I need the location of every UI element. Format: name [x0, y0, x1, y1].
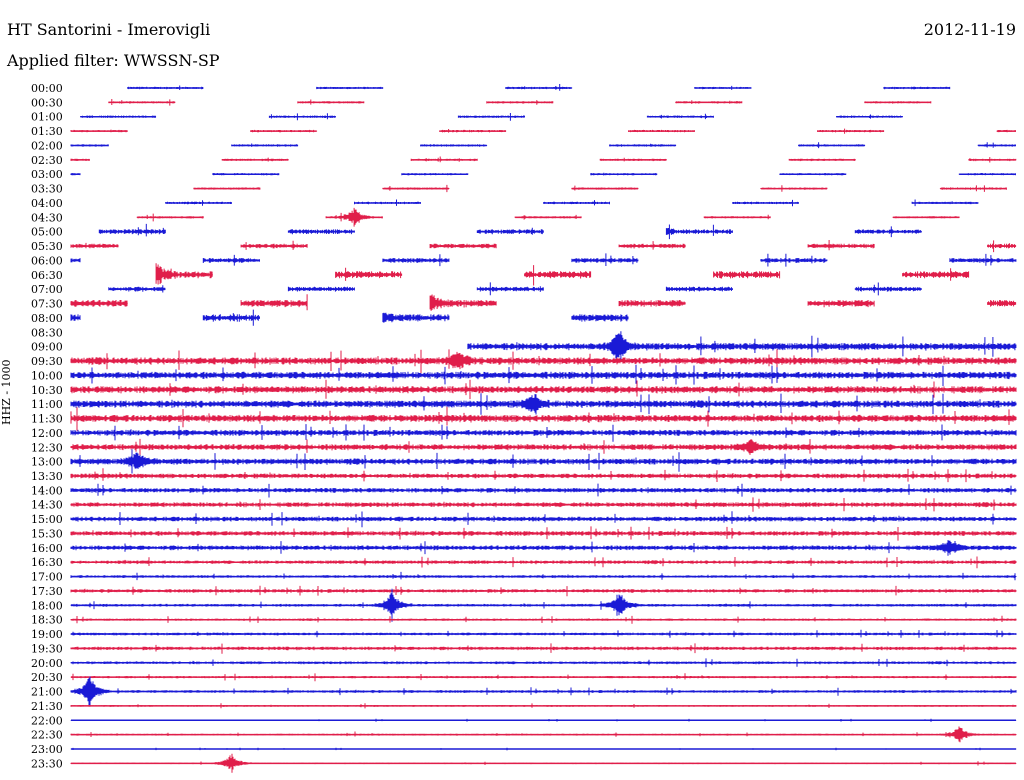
time-label: 09:00: [31, 341, 63, 354]
time-label: 18:00: [31, 599, 63, 612]
trace-segment: [807, 240, 875, 251]
time-label: 15:00: [31, 513, 63, 526]
station-title: HT Santorini - Imerovigli: [7, 20, 211, 39]
time-label: 16:00: [31, 542, 63, 555]
time-label: 06:00: [31, 254, 63, 267]
time-label: 09:30: [31, 355, 63, 368]
filter-label: Applied filter: WWSSN-SP: [7, 51, 220, 70]
trace-segment: [98, 223, 166, 237]
time-label: 14:00: [31, 484, 63, 497]
time-label: 02:00: [31, 139, 63, 152]
time-label: 06:30: [31, 269, 63, 282]
time-label: 08:30: [31, 326, 63, 339]
time-label: 08:00: [31, 312, 63, 325]
time-label: 23:00: [31, 743, 63, 756]
time-label: 21:00: [31, 686, 63, 699]
time-label: 21:30: [31, 700, 63, 713]
time-label: 11:30: [31, 413, 63, 426]
time-label: 12:00: [31, 427, 63, 440]
trace-segment: [70, 468, 1017, 483]
time-label: 01:30: [31, 125, 63, 138]
time-label: 07:00: [31, 283, 63, 296]
date-label: 2012-11-19: [923, 20, 1016, 39]
time-label: 13:00: [31, 456, 63, 469]
trace-segment: [429, 294, 497, 311]
time-label: 14:30: [31, 499, 63, 512]
time-label: 00:30: [31, 96, 63, 109]
trace-segment: [155, 263, 213, 285]
time-label: 05:30: [31, 240, 63, 253]
seismic-traces: [70, 84, 1017, 773]
time-label: 23:30: [31, 757, 63, 770]
time-label: 16:30: [31, 556, 63, 569]
time-label: 05:00: [31, 226, 63, 239]
time-label: 04:30: [31, 211, 63, 224]
time-label: 18:30: [31, 614, 63, 627]
time-label: 22:30: [31, 729, 63, 742]
time-label: 11:00: [31, 398, 63, 411]
trace-segment: [240, 294, 308, 311]
time-label: 07:30: [31, 298, 63, 311]
time-label: 19:30: [31, 642, 63, 655]
time-label: 00:00: [31, 82, 63, 95]
time-label: 13:30: [31, 470, 63, 483]
time-label: 03:00: [31, 168, 63, 181]
time-label: 19:00: [31, 628, 63, 641]
time-label: 03:30: [31, 183, 63, 196]
time-label: 17:30: [31, 585, 63, 598]
time-label: 20:30: [31, 671, 63, 684]
time-label: 22:00: [31, 714, 63, 727]
time-label: 10:30: [31, 384, 63, 397]
time-label: 20:00: [31, 657, 63, 670]
time-label: 02:30: [31, 154, 63, 167]
time-label: 15:30: [31, 527, 63, 540]
time-label: 17:00: [31, 571, 63, 584]
time-label: 12:30: [31, 441, 63, 454]
time-label: 04:00: [31, 197, 63, 210]
time-label: 10:00: [31, 369, 63, 382]
time-label: 01:00: [31, 111, 63, 124]
